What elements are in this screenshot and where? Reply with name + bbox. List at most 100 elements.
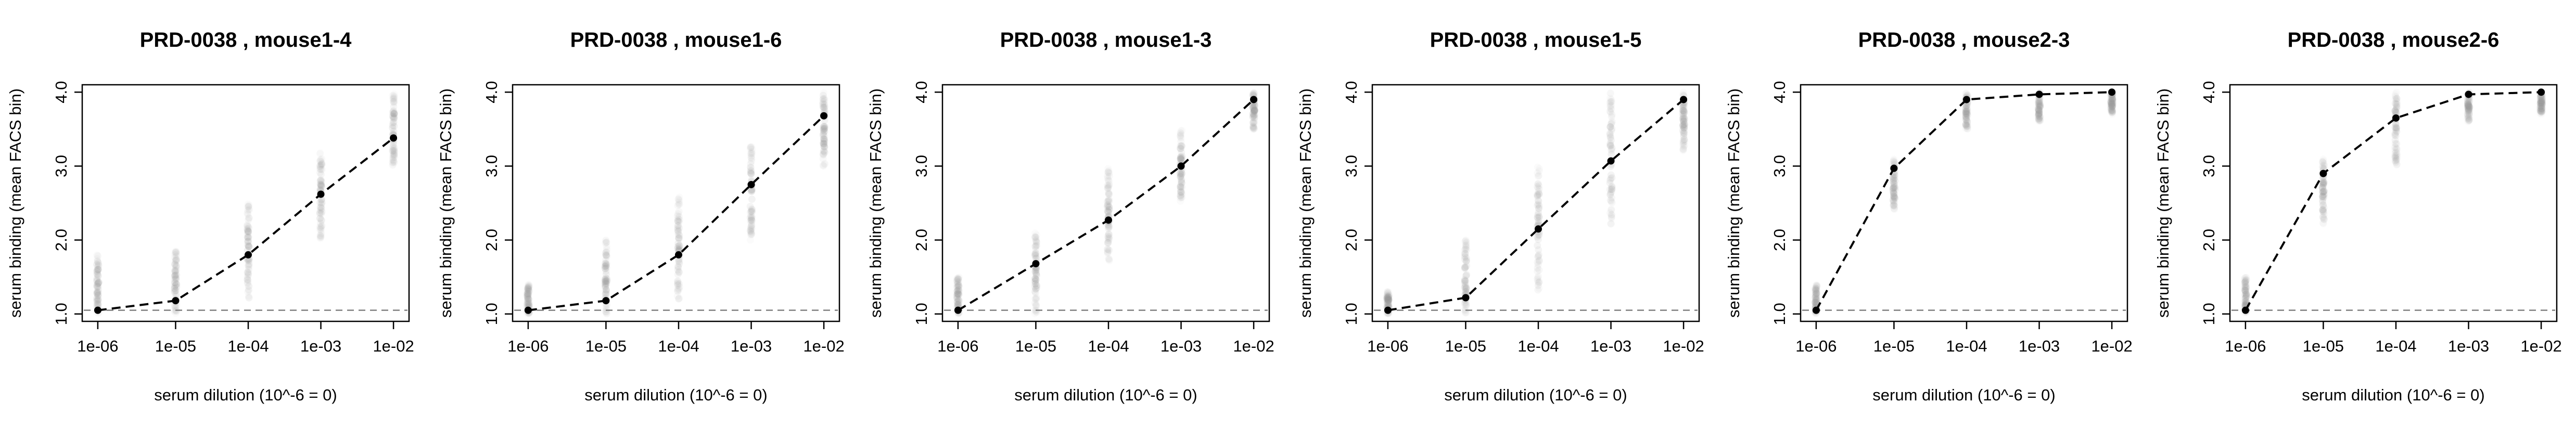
- cell-point: [2319, 157, 2327, 165]
- cell-point: [2465, 103, 2473, 111]
- cell-point: [2107, 104, 2115, 112]
- cell-point: [2465, 114, 2472, 122]
- cell-point: [2109, 96, 2116, 104]
- cell-point: [94, 257, 101, 265]
- cell-point: [1249, 123, 1257, 131]
- cell-point: [1177, 194, 1184, 202]
- cell-point: [746, 202, 754, 210]
- cell-point: [245, 294, 253, 302]
- cell-point: [820, 126, 827, 134]
- cell-point: [525, 295, 533, 303]
- cell-point: [1534, 192, 1541, 200]
- cell-point: [1177, 137, 1185, 145]
- cell-point: [524, 284, 532, 292]
- cell-point: [2466, 103, 2473, 111]
- cell-point: [1535, 165, 1543, 173]
- cell-point: [93, 276, 101, 284]
- cell-point: [2319, 184, 2327, 192]
- cell-point: [94, 280, 102, 288]
- cell-point: [93, 261, 101, 269]
- cell-point: [2319, 206, 2327, 214]
- cell-point: [390, 92, 398, 99]
- cell-point: [747, 227, 755, 235]
- y-tick-label: 3.0: [1770, 155, 1789, 177]
- cell-point: [1962, 121, 1970, 129]
- cell-point: [1251, 89, 1258, 97]
- cell-point: [1105, 182, 1113, 190]
- cell-point: [1384, 290, 1392, 297]
- cell-point: [747, 229, 755, 237]
- cell-point: [1251, 106, 1258, 114]
- cell-point: [1177, 187, 1184, 195]
- cell-point: [603, 253, 610, 261]
- cell-point: [1606, 89, 1614, 97]
- cell-point: [389, 145, 397, 152]
- cell-point: [93, 300, 101, 308]
- cell-point: [2391, 107, 2399, 115]
- cell-point: [674, 278, 682, 285]
- cell-point: [954, 290, 962, 298]
- cell-point: [2242, 285, 2250, 293]
- cell-point: [747, 227, 755, 235]
- cell-point: [2319, 175, 2327, 183]
- y-tick-label: 1.0: [482, 303, 501, 325]
- cell-point: [954, 274, 962, 282]
- cell-point: [2318, 183, 2326, 191]
- cell-point: [1384, 297, 1392, 305]
- y-tick-label: 3.0: [2200, 155, 2218, 177]
- cell-point: [390, 150, 398, 158]
- x-axis-label: serum dilution (10^-6 = 0): [584, 386, 767, 404]
- mean-point: [954, 306, 962, 314]
- cell-point: [171, 268, 179, 276]
- cell-point: [1385, 293, 1393, 301]
- cell-point: [1031, 229, 1039, 237]
- mean-point: [1962, 96, 1970, 103]
- cell-point: [1249, 119, 1257, 127]
- cell-point: [244, 237, 252, 245]
- cell-point: [1812, 294, 1819, 302]
- mean-point: [1104, 216, 1112, 224]
- cell-point: [390, 98, 398, 106]
- cell-point: [1607, 136, 1615, 144]
- cell-point: [390, 114, 398, 122]
- cell-point: [1461, 265, 1469, 272]
- cell-point: [820, 147, 828, 155]
- cell-point: [1607, 171, 1615, 179]
- cell-point: [94, 283, 102, 291]
- cell-point: [318, 165, 326, 173]
- cell-point: [1105, 190, 1113, 198]
- cell-point: [1891, 159, 1898, 166]
- cell-point: [2241, 291, 2249, 299]
- cell-point: [1178, 154, 1186, 162]
- y-tick-label: 2.0: [1770, 229, 1789, 251]
- cell-point: [820, 162, 827, 170]
- x-tick-label: 1e-05: [1445, 337, 1486, 355]
- cell-point: [1250, 124, 1258, 132]
- cell-point: [601, 278, 609, 285]
- cell-point: [1534, 201, 1541, 209]
- cell-point: [2319, 178, 2327, 186]
- cell-point: [318, 222, 326, 230]
- cell-point: [317, 182, 325, 190]
- cell-point: [172, 249, 180, 257]
- cell-point: [1535, 172, 1542, 179]
- cell-point: [2241, 278, 2249, 286]
- cell-point: [2320, 162, 2328, 170]
- cell-point: [820, 103, 827, 111]
- cell-point: [1177, 190, 1185, 198]
- cell-point: [675, 258, 683, 266]
- cell-point: [2392, 95, 2400, 102]
- cell-point: [819, 96, 827, 103]
- x-tick-label: 1e-02: [2091, 337, 2132, 355]
- cell-point: [1032, 301, 1040, 308]
- cell-point: [748, 214, 756, 222]
- cell-point: [746, 163, 754, 171]
- cell-point: [674, 287, 682, 295]
- cell-point: [602, 287, 610, 294]
- cell-point: [674, 230, 682, 238]
- cell-point: [2035, 110, 2043, 118]
- cell-point: [602, 267, 610, 275]
- cell-point: [2242, 274, 2250, 282]
- cell-point: [820, 138, 828, 146]
- cell-point: [1535, 188, 1542, 196]
